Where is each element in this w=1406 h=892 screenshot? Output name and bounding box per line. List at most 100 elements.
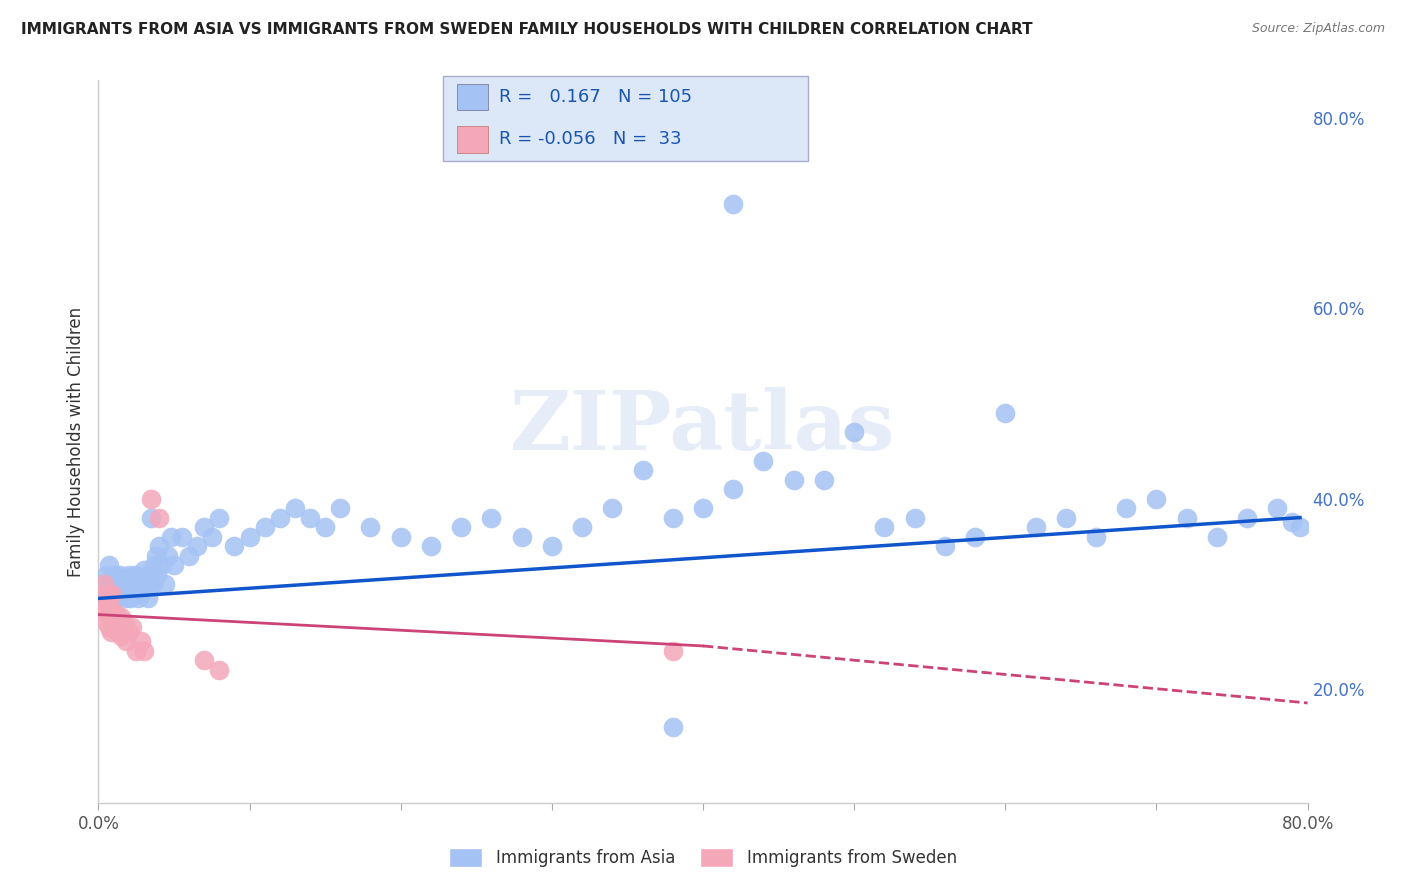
Point: [114, 634, 136, 648]
Point: [125, 573, 148, 587]
Point: [139, 577, 162, 591]
Point: [93, 577, 115, 591]
Point: [239, 530, 262, 544]
Point: [420, 539, 443, 553]
Point: [122, 577, 145, 591]
Point: [121, 620, 143, 634]
Point: [105, 587, 128, 601]
Point: [145, 549, 167, 563]
Point: [103, 567, 125, 582]
Point: [224, 539, 246, 553]
Point: [103, 620, 125, 634]
Text: R =   0.167   N = 105: R = 0.167 N = 105: [499, 88, 692, 106]
Point: [118, 567, 141, 582]
Point: [141, 510, 163, 524]
Point: [783, 473, 806, 487]
Point: [107, 577, 129, 591]
Point: [146, 567, 169, 582]
Point: [118, 582, 141, 596]
Point: [661, 643, 683, 657]
Point: [142, 577, 165, 591]
Point: [114, 573, 136, 587]
Point: [104, 573, 127, 587]
Point: [105, 591, 128, 606]
Point: [1281, 516, 1303, 530]
Point: [101, 587, 124, 601]
Point: [208, 663, 231, 677]
Point: [91, 596, 114, 610]
Point: [108, 620, 131, 634]
Point: [540, 539, 562, 553]
Point: [873, 520, 896, 534]
Point: [153, 577, 176, 591]
Point: [94, 606, 117, 620]
Text: ZIPatlas: ZIPatlas: [510, 387, 896, 467]
Point: [132, 563, 155, 577]
Point: [112, 615, 135, 630]
Point: [110, 573, 132, 587]
Point: [844, 425, 866, 439]
Point: [96, 596, 118, 610]
Point: [94, 567, 117, 582]
Point: [136, 591, 159, 606]
Point: [125, 643, 148, 657]
Point: [100, 577, 122, 591]
Point: [1085, 530, 1108, 544]
Point: [160, 530, 183, 544]
Point: [100, 606, 122, 620]
Point: [253, 520, 276, 534]
Point: [131, 582, 153, 596]
Point: [450, 520, 472, 534]
Point: [661, 510, 683, 524]
Point: [94, 615, 117, 630]
Point: [96, 601, 118, 615]
Point: [100, 624, 122, 639]
Point: [752, 453, 775, 467]
Point: [692, 501, 714, 516]
Point: [129, 587, 152, 601]
Point: [208, 510, 231, 524]
Point: [118, 624, 141, 639]
Point: [602, 501, 624, 516]
Point: [813, 473, 835, 487]
Point: [141, 573, 163, 587]
Point: [114, 591, 136, 606]
Point: [723, 482, 745, 496]
Point: [994, 406, 1017, 420]
Point: [934, 539, 956, 553]
Point: [96, 587, 118, 601]
Point: [1267, 501, 1289, 516]
Point: [284, 501, 307, 516]
Point: [1115, 501, 1137, 516]
Point: [124, 567, 146, 582]
Point: [1289, 520, 1312, 534]
Point: [129, 634, 152, 648]
Point: [98, 591, 121, 606]
Point: [314, 520, 336, 534]
Point: [329, 501, 352, 516]
Point: [110, 610, 132, 624]
Point: [193, 520, 215, 534]
Y-axis label: Family Households with Children: Family Households with Children: [66, 307, 84, 576]
Point: [156, 549, 179, 563]
Point: [111, 582, 134, 596]
Point: [132, 577, 155, 591]
Point: [170, 530, 193, 544]
Point: [110, 629, 132, 643]
Point: [105, 615, 128, 630]
Point: [1054, 510, 1077, 524]
Point: [125, 587, 148, 601]
Text: R = -0.056   N =  33: R = -0.056 N = 33: [499, 130, 682, 148]
Point: [360, 520, 382, 534]
Point: [661, 720, 683, 734]
Point: [134, 573, 156, 587]
Point: [1144, 491, 1167, 506]
Point: [103, 582, 125, 596]
Point: [904, 510, 927, 524]
Point: [631, 463, 654, 477]
Point: [101, 591, 124, 606]
Point: [93, 587, 115, 601]
Point: [186, 539, 208, 553]
Point: [111, 624, 134, 639]
Point: [389, 530, 412, 544]
